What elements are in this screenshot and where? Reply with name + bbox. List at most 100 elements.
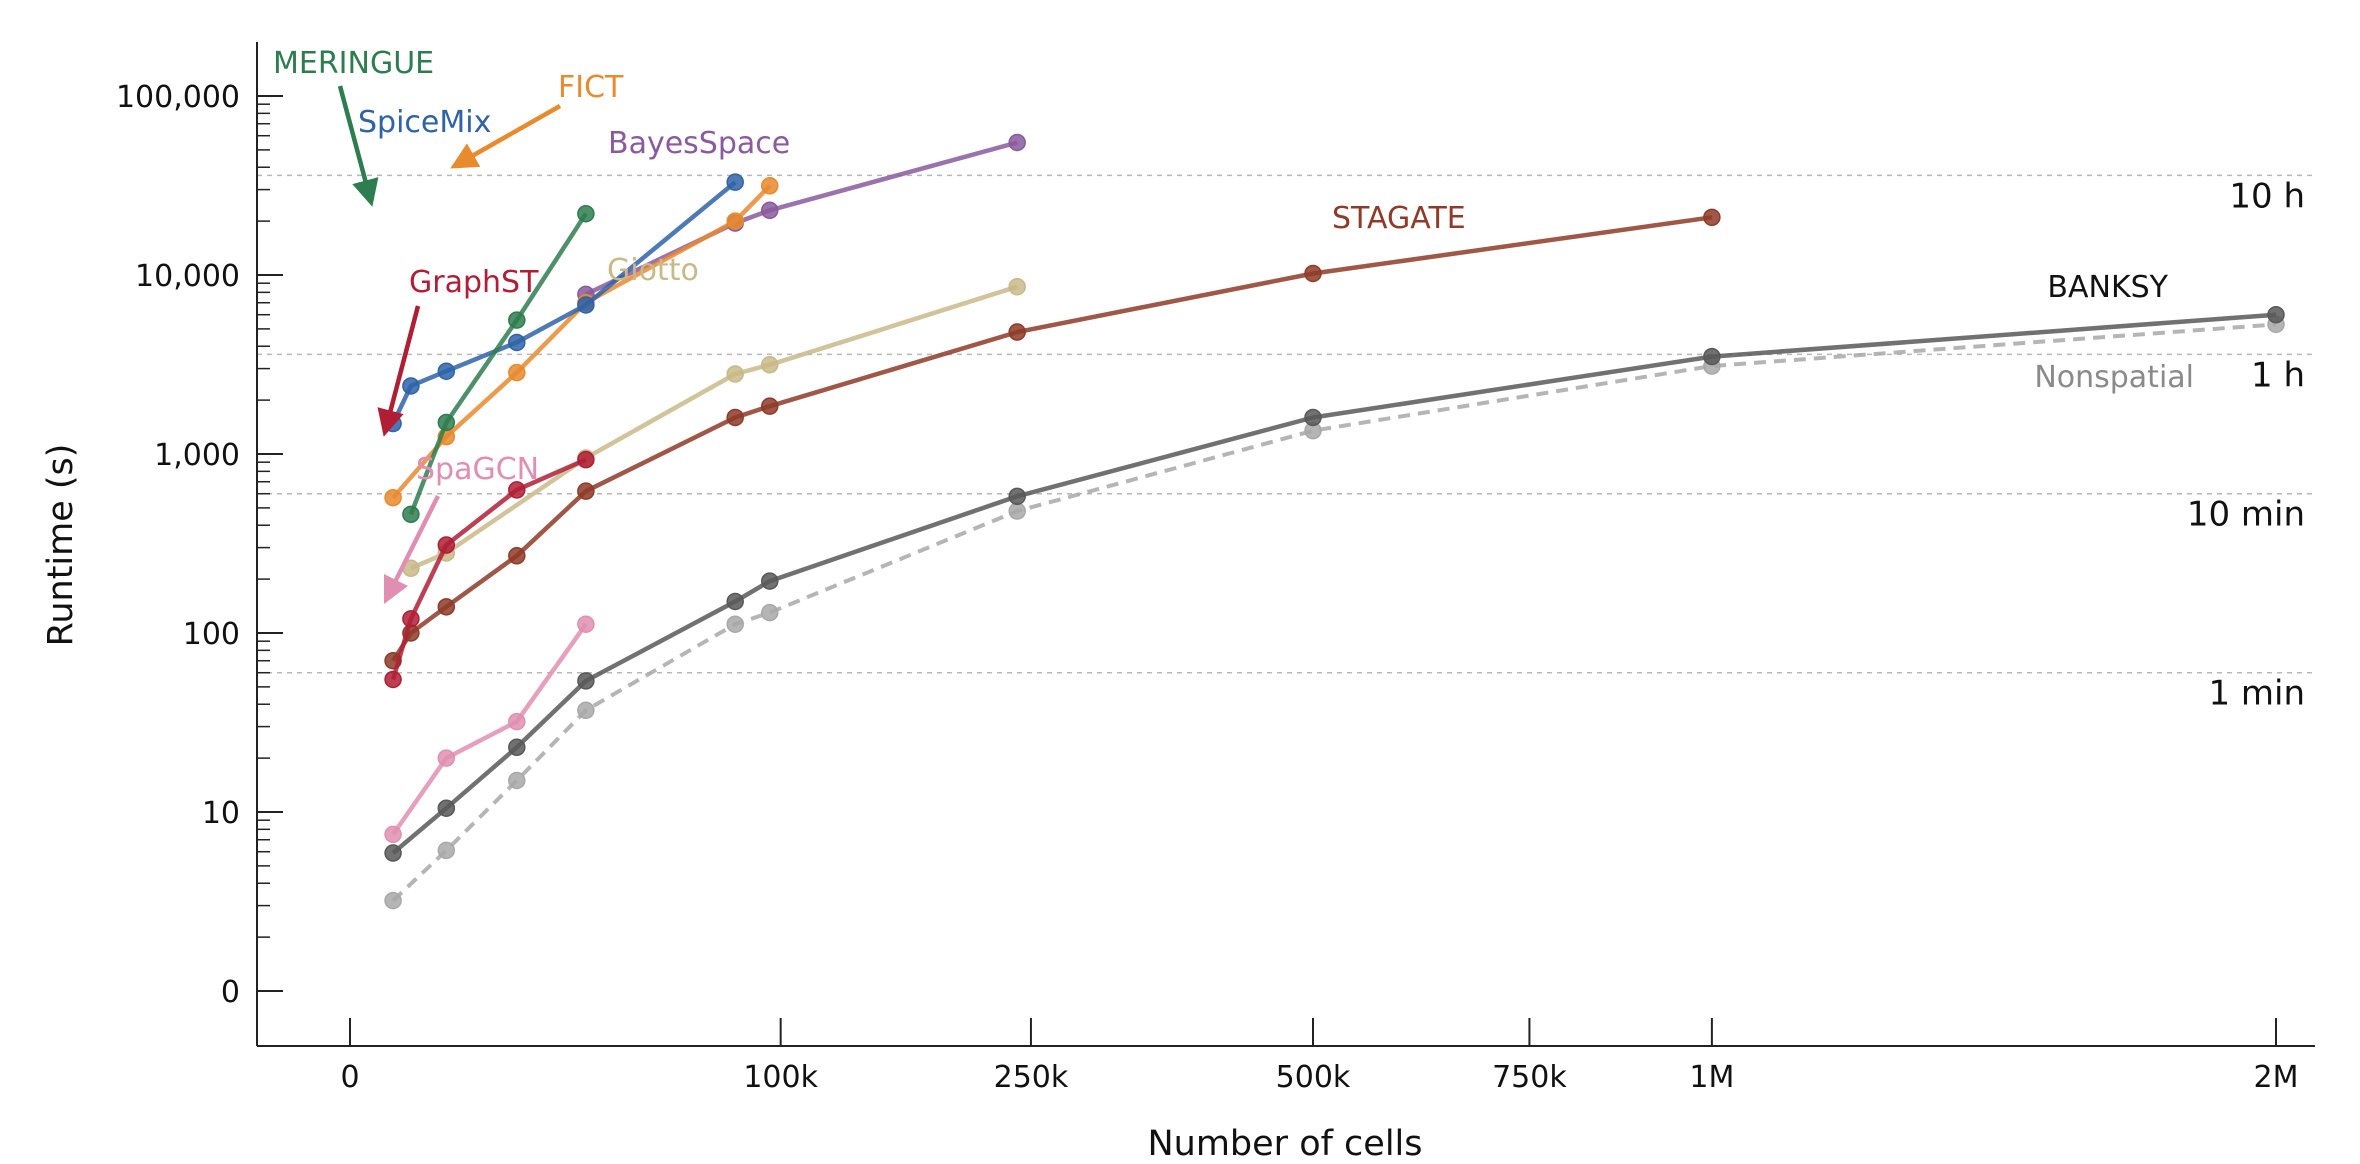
series-label-spagcn: SpaGCN bbox=[416, 452, 539, 487]
data-point-meringue bbox=[402, 505, 420, 524]
data-point-spicemix bbox=[726, 173, 744, 191]
data-point-spicemix bbox=[437, 362, 456, 380]
data-point-stagate bbox=[1008, 323, 1026, 341]
data-point-graphst bbox=[508, 481, 526, 499]
data-point-graphst bbox=[402, 610, 420, 628]
x-tick-label: 0 bbox=[340, 1060, 359, 1095]
series-spagcn bbox=[384, 615, 595, 844]
data-point-stagate bbox=[577, 482, 595, 500]
data-point-stagate bbox=[1703, 208, 1721, 227]
x-tick-label: 750k bbox=[1492, 1060, 1567, 1095]
series-spicemix bbox=[384, 173, 744, 433]
series-line-spicemix bbox=[391, 180, 737, 425]
data-point-stagate bbox=[508, 547, 526, 565]
x-ticks: 0 100k 250k 500k 750k 1M 2M bbox=[340, 1018, 2298, 1095]
data-point-stagate bbox=[726, 408, 744, 427]
data-point-nonspatial bbox=[437, 841, 456, 860]
arrow-spagcn bbox=[383, 494, 441, 605]
series-labels: MERINGUE SpiceMix FICT BayesSpace GraphST Gio… bbox=[273, 46, 2194, 487]
ref-label-1-h: 1 h bbox=[2251, 355, 2305, 395]
data-point-banksy bbox=[1008, 487, 1026, 506]
data-point-fict bbox=[726, 212, 744, 230]
series-nonspatial bbox=[384, 315, 2285, 910]
data-point-spagcn bbox=[384, 825, 402, 844]
ref-label-1-min: 1 min bbox=[2208, 674, 2305, 714]
series-label-bayesspace: BayesSpace bbox=[608, 126, 790, 161]
series-stagate bbox=[384, 208, 1721, 670]
series-label-meringue: MERINGUE bbox=[273, 46, 434, 81]
data-point-bayesspace bbox=[761, 201, 779, 220]
data-point-fict bbox=[508, 363, 526, 382]
ref-label-10-h: 10 h bbox=[2229, 176, 2305, 216]
x-tick-label: 100k bbox=[743, 1060, 818, 1095]
data-point-spicemix bbox=[402, 377, 420, 395]
ref-label-10-min: 10 min bbox=[2187, 495, 2305, 535]
data-point-nonspatial bbox=[577, 701, 595, 720]
x-axis-title: Number of cells bbox=[1147, 1124, 1422, 1164]
data-point-stagate bbox=[761, 397, 779, 415]
data-point-nonspatial bbox=[761, 603, 779, 622]
data-point-spicemix bbox=[508, 333, 526, 352]
data-point-banksy bbox=[1703, 347, 1721, 366]
series-banksy bbox=[384, 305, 2285, 862]
series-label-graphst: GraphST bbox=[409, 265, 539, 300]
series-label-fict: FICT bbox=[558, 70, 624, 105]
y-ticks: 0 10 100 1,000 10,000 100,000 bbox=[116, 80, 283, 1010]
axes bbox=[256, 42, 2315, 1047]
data-point-meringue bbox=[508, 311, 526, 329]
x-tick-label: 1M bbox=[1689, 1060, 1734, 1095]
series-line-spagcn bbox=[391, 622, 588, 836]
data-point-fict bbox=[384, 488, 402, 507]
series-line-banksy bbox=[391, 312, 2277, 855]
data-point-giotto bbox=[761, 356, 779, 374]
data-point-banksy bbox=[577, 672, 595, 690]
series-label-nonspatial: Nonspatial bbox=[2034, 360, 2194, 395]
data-point-spagcn bbox=[508, 712, 526, 731]
data-point-spagcn bbox=[577, 615, 595, 633]
y-tick-label: 10 bbox=[202, 796, 240, 831]
series-line-graphst bbox=[390, 457, 587, 681]
series-label-spicemix: SpiceMix bbox=[358, 105, 491, 140]
data-point-graphst bbox=[577, 450, 595, 469]
y-tick-label: 10,000 bbox=[135, 259, 240, 294]
arrow-fict bbox=[450, 104, 562, 169]
data-point-fict bbox=[761, 177, 779, 195]
series-meringue bbox=[402, 204, 595, 524]
data-point-meringue bbox=[577, 204, 595, 223]
data-point-nonspatial bbox=[1008, 502, 1026, 520]
data-point-spagcn bbox=[437, 749, 456, 767]
data-point-nonspatial bbox=[384, 891, 402, 910]
data-point-graphst bbox=[437, 536, 456, 554]
series-label-banksy: BANKSY bbox=[2047, 270, 2168, 305]
data-point-banksy bbox=[1304, 408, 1322, 427]
series-graphst bbox=[384, 450, 595, 689]
data-point-meringue bbox=[437, 413, 456, 432]
data-point-nonspatial bbox=[726, 615, 744, 633]
data-point-banksy bbox=[2267, 305, 2285, 324]
reference-lines: 1 min 10 min 1 h 10 h bbox=[257, 174, 2315, 714]
data-point-banksy bbox=[437, 799, 456, 817]
series bbox=[384, 133, 2285, 910]
y-tick-label: 100,000 bbox=[116, 80, 240, 115]
data-point-nonspatial bbox=[508, 771, 526, 790]
series-label-giotto: Giotto bbox=[607, 253, 699, 288]
x-tick-label: 500k bbox=[1276, 1060, 1351, 1095]
data-point-graphst bbox=[384, 670, 402, 689]
data-point-banksy bbox=[761, 572, 779, 590]
data-point-stagate bbox=[1304, 264, 1322, 283]
series-line-bayesspace bbox=[584, 140, 1018, 297]
series-line-stagate bbox=[391, 215, 1713, 662]
y-tick-label: 0 bbox=[221, 975, 240, 1010]
data-point-banksy bbox=[508, 738, 526, 757]
data-point-bayesspace bbox=[1008, 133, 1026, 152]
data-point-spicemix bbox=[577, 296, 595, 314]
series-label-stagate: STAGATE bbox=[1332, 201, 1466, 236]
label-arrows bbox=[337, 85, 562, 605]
series-line-meringue bbox=[408, 212, 588, 516]
data-point-banksy bbox=[726, 592, 744, 611]
data-point-giotto bbox=[726, 365, 744, 383]
y-tick-label: 1,000 bbox=[154, 438, 240, 473]
arrow-graphst bbox=[377, 305, 421, 437]
data-point-giotto bbox=[1008, 277, 1026, 296]
